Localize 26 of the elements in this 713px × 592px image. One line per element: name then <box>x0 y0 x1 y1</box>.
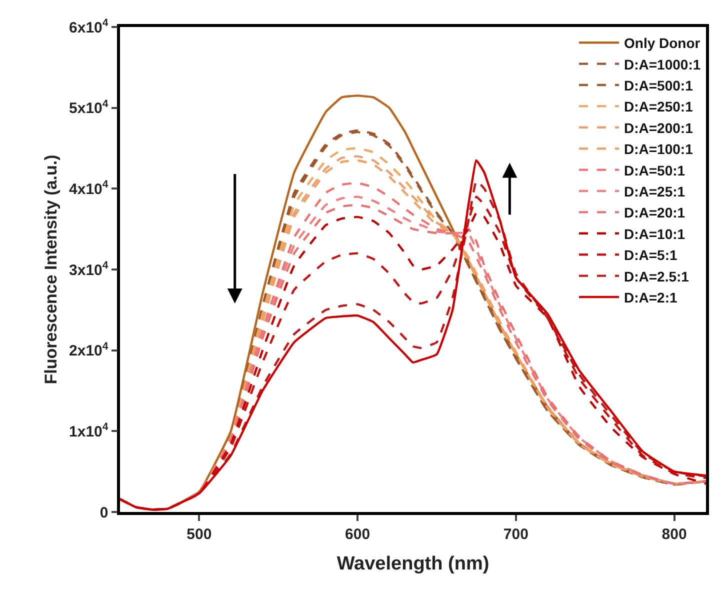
legend-label: D:A=5:1 <box>624 247 678 264</box>
legend-label: D:A=1000:1 <box>624 56 701 72</box>
legend-label: D:A=2.5:1 <box>624 268 690 284</box>
legend-label: Only Donor <box>624 35 701 52</box>
x-tick-label: 500 <box>186 526 212 543</box>
legend-label: D:A=20:1 <box>624 204 686 221</box>
y-tick-label: 6x10$^{4}$ <box>69 16 108 36</box>
legend-label: D:A=10:1 <box>624 226 686 242</box>
y-tick-label: 2x10$^{4}$ <box>69 340 108 360</box>
x-tick-label: 700 <box>503 526 528 543</box>
x-tick-label: 600 <box>345 526 370 543</box>
y-tick-label: 1x10$^{4}$ <box>69 421 108 440</box>
y-axis-title: Fluorescence Intensity (a.u.) <box>42 154 61 384</box>
y-tick-label: 4x10$^{4}$ <box>69 178 108 198</box>
legend-label: D:A=250:1 <box>624 98 694 115</box>
legend-label: D:A=200:1 <box>624 120 694 136</box>
legend-label: D:A=500:1 <box>624 77 694 94</box>
x-axis-title: Wavelength (nm) <box>336 554 490 575</box>
y-tick-label: 3x10$^{4}$ <box>69 259 108 279</box>
x-tick-label: 800 <box>662 526 687 543</box>
y-tick-label: 5x10$^{4}$ <box>69 98 108 118</box>
legend-label: D:A=2:1 <box>624 289 678 306</box>
legend-label: D:A=50:1 <box>624 162 686 178</box>
legend-label: D:A=100:1 <box>624 141 694 158</box>
legend-label: D:A=25:1 <box>624 183 686 200</box>
y-tick-label: 0 <box>100 504 108 522</box>
